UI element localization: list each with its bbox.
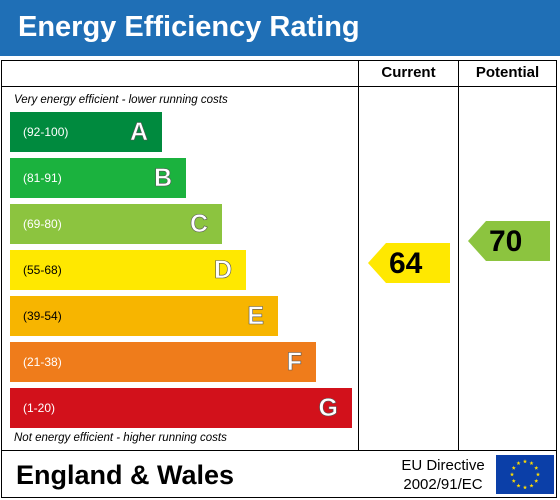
column-header-potential: Potential — [475, 64, 540, 81]
current-rating-value: 64 — [389, 247, 423, 280]
footer-divider — [1, 450, 557, 451]
band-d-range: (55-68) — [23, 263, 62, 277]
eu-star-icon — [535, 472, 541, 477]
eu-star-icon — [522, 459, 528, 464]
band-a-letter: A — [129, 118, 149, 147]
current-rating-arrow — [368, 243, 450, 283]
eu-star-icon — [529, 461, 534, 466]
band-g-letter: G — [318, 394, 338, 423]
eu-star-icon — [534, 478, 539, 483]
chart-title: Energy Efficiency Rating — [18, 11, 360, 43]
band-a: (92-100) A — [10, 112, 162, 152]
band-c: (69-80) C — [10, 204, 222, 244]
potential-rating-arrow-shape — [468, 221, 550, 261]
band-c-range: (69-80) — [23, 217, 62, 231]
band-d: (55-68) D — [10, 250, 246, 290]
potential-rating-value: 70 — [489, 225, 523, 258]
eu-flag-icon — [496, 455, 554, 494]
band-b-range: (81-91) — [23, 171, 62, 185]
directive-line-2: 2002/91/EC — [403, 476, 483, 493]
eu-star-icon — [516, 483, 521, 488]
eu-star-icon — [534, 465, 539, 470]
current-rating-arrow-shape — [368, 243, 450, 283]
eu-star-icon — [511, 478, 516, 483]
eu-star-icon — [511, 465, 516, 470]
band-b: (81-91) B — [10, 158, 186, 198]
band-e-letter: E — [247, 302, 264, 331]
band-b-letter: B — [153, 164, 173, 193]
band-f-range: (21-38) — [23, 355, 62, 369]
eu-star-icon — [522, 485, 528, 490]
header-divider — [1, 86, 557, 87]
caption-bottom: Not energy efficient - higher running co… — [14, 432, 227, 444]
band-g-range: (1-20) — [23, 401, 56, 415]
potential-rating-arrow — [468, 221, 550, 261]
eu-star-icon — [529, 483, 534, 488]
band-e-range: (39-54) — [23, 309, 62, 323]
band-g: (1-20) G — [10, 388, 352, 428]
band-a-range: (92-100) — [23, 125, 69, 139]
footer-region: England & Wales — [16, 460, 235, 490]
rating-frame — [1, 60, 557, 498]
divider-potential — [458, 60, 459, 451]
column-header-current: Current — [381, 64, 436, 81]
band-e: (39-54) E — [10, 296, 278, 336]
directive-line-1: EU Directive — [401, 457, 485, 474]
footer-directive: EU Directive 2002/91/EC — [393, 456, 493, 494]
caption-top: Very energy efficient - lower running co… — [14, 94, 228, 106]
divider-current — [358, 60, 359, 451]
band-f-letter: F — [286, 348, 302, 377]
band-f: (21-38) F — [10, 342, 316, 382]
title-bar: Energy Efficiency Rating — [0, 0, 560, 56]
band-c-letter: C — [189, 210, 209, 239]
band-d-letter: D — [213, 256, 233, 285]
eu-star-icon — [516, 461, 521, 466]
eu-star-icon — [509, 472, 515, 477]
